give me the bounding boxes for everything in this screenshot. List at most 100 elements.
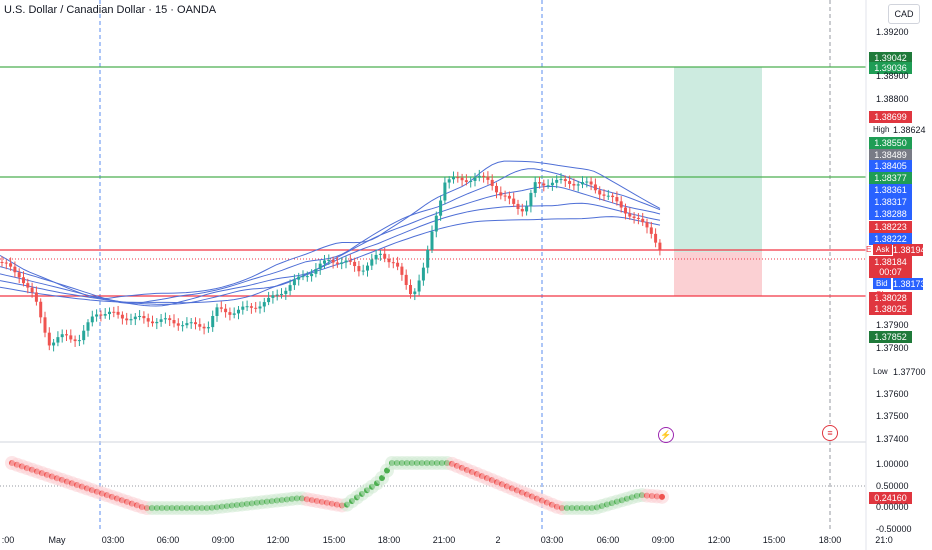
candle-body	[538, 182, 541, 184]
candle-body	[593, 184, 597, 191]
candle-body	[619, 201, 623, 208]
oscillator-scale-label: -0.50000	[876, 524, 912, 534]
candle-body	[658, 242, 662, 250]
candle-body	[211, 315, 215, 328]
candle-body	[452, 177, 455, 180]
candle-body	[507, 195, 511, 199]
low-price: 1.37700	[893, 366, 926, 378]
candle-body	[142, 315, 146, 319]
candle-body	[95, 314, 99, 317]
candle-body	[254, 307, 258, 309]
ask-price: 1.38194	[893, 244, 926, 256]
candle-body	[546, 185, 550, 187]
candle-body	[168, 318, 172, 321]
candle-body	[344, 260, 348, 263]
candle-body	[301, 276, 305, 278]
time-label: :00	[1, 535, 15, 545]
candles	[0, 169, 662, 352]
blue-price-5: 1.38222	[869, 233, 912, 245]
candle-body	[69, 335, 73, 340]
blue-price-3: 1.38317	[869, 196, 912, 208]
candle-body	[366, 265, 369, 271]
time-label: 03:00	[101, 535, 125, 545]
candle-body	[649, 227, 653, 234]
candle-body	[529, 192, 533, 207]
candle-body	[585, 181, 589, 183]
currency-button[interactable]: CAD	[888, 4, 920, 24]
candle-body	[628, 213, 632, 217]
candle-body	[292, 279, 296, 286]
time-label: 09:00	[211, 535, 235, 545]
tp2-price-top: 1.39042	[869, 52, 912, 64]
gray-price: 1.38489	[869, 149, 912, 161]
candle-body	[353, 261, 357, 267]
candle-body	[43, 317, 47, 333]
candle-body	[374, 254, 378, 260]
candle-body	[473, 177, 477, 181]
red-price-1: 1.38699	[869, 111, 912, 123]
green-price-3: 1.37852	[869, 331, 912, 343]
us-flag-event-icon[interactable]: ≡	[822, 425, 838, 441]
candle-body	[185, 323, 189, 326]
lightning-event-icon[interactable]: ⚡	[658, 427, 674, 443]
candle-body	[499, 192, 503, 196]
candle-body	[568, 181, 572, 184]
candle-body	[47, 332, 51, 346]
candle-body	[228, 312, 232, 315]
candle-body	[65, 334, 68, 336]
candle-body	[404, 274, 408, 285]
candle-body	[439, 200, 443, 216]
candle-body	[305, 276, 309, 278]
moving-average-line	[0, 202, 661, 305]
time-label: 03:00	[540, 535, 564, 545]
candle-body	[624, 207, 627, 214]
candle-body	[495, 185, 498, 193]
blue-price-2: 1.38361	[869, 184, 912, 196]
candle-body	[116, 311, 120, 315]
time-label: 09:00	[651, 535, 675, 545]
candle-body	[198, 324, 202, 327]
tp2-label: TP2	[872, 62, 887, 71]
candle-body	[421, 267, 425, 281]
candle-body	[56, 337, 60, 343]
candle-body	[297, 276, 301, 280]
candle-body	[447, 179, 451, 183]
candle-body	[615, 197, 619, 202]
candle-body	[219, 307, 223, 309]
price-scale-label: 1.37800	[876, 343, 909, 353]
chart-title: U.S. Dollar / Canadian Dollar · 15 · OAN…	[4, 4, 217, 16]
candle-body	[357, 266, 361, 272]
candle-body	[327, 259, 331, 261]
candle-body	[86, 322, 90, 331]
entry-label: E	[866, 245, 872, 254]
candle-body	[310, 273, 314, 277]
candle-body	[267, 297, 271, 303]
sl-label: SL	[876, 290, 886, 299]
oscillator-scale-label: 0.00000	[876, 502, 909, 512]
candle-body	[13, 266, 17, 273]
candle-body	[34, 292, 38, 302]
candle-body	[39, 301, 43, 318]
candle-body	[22, 277, 25, 284]
moving-averages	[0, 160, 661, 307]
candle-body	[581, 182, 584, 185]
candle-body	[284, 290, 288, 294]
candle-body	[202, 326, 206, 329]
candle-body	[151, 321, 154, 324]
candle-body	[413, 291, 417, 295]
candle-body	[159, 319, 163, 322]
candle-body	[576, 184, 580, 186]
candle-body	[331, 259, 335, 263]
candle-body	[30, 287, 34, 293]
candle-body	[602, 194, 606, 196]
candle-body	[82, 330, 86, 341]
candle-body	[103, 314, 107, 316]
candle-body	[434, 215, 438, 232]
candle-body	[378, 253, 382, 255]
candle-body	[563, 179, 567, 182]
candle-body	[26, 283, 30, 288]
candle-body	[172, 320, 176, 324]
oscillator	[5, 456, 669, 515]
